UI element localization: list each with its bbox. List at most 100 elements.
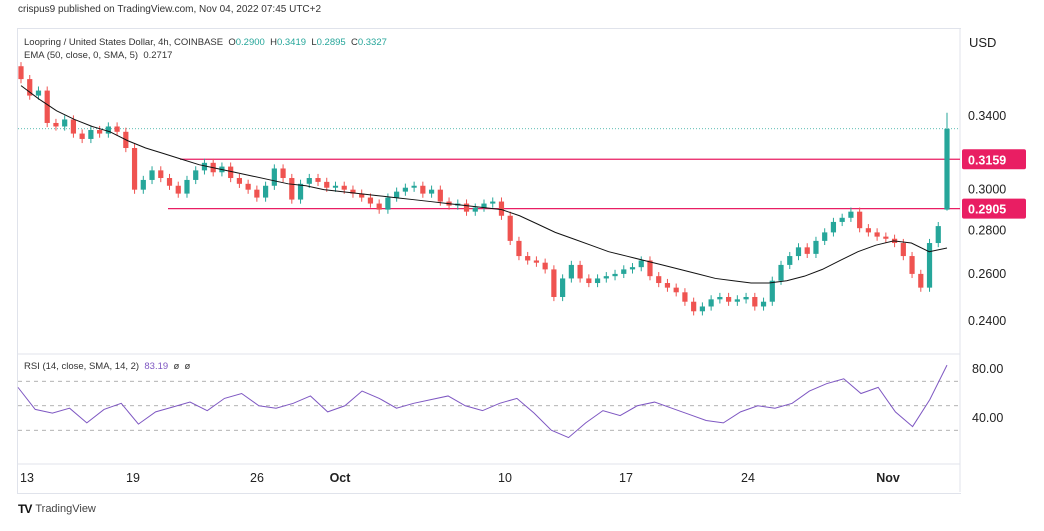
candle-body xyxy=(603,276,609,279)
candle-body xyxy=(245,183,251,190)
candle-body xyxy=(935,226,941,244)
candle-body xyxy=(263,185,269,198)
candle-body xyxy=(848,211,854,218)
close-value: 0.3327 xyxy=(357,37,387,48)
candle-body xyxy=(656,276,662,284)
candle-body xyxy=(795,247,802,257)
price-level-tag xyxy=(962,149,1026,170)
tradingview-logo[interactable]: TV TradingView xyxy=(18,502,96,516)
candle-body xyxy=(394,191,400,198)
candle-body xyxy=(699,306,705,312)
candle-body xyxy=(35,90,42,96)
candle-body xyxy=(297,183,304,200)
time-tick: 17 xyxy=(619,471,633,485)
open-label: O xyxy=(228,37,236,48)
candle-body xyxy=(560,278,566,297)
rsi-legend: RSI (14, close, SMA, 14, 2) 83.19 ø ø xyxy=(24,361,190,372)
candle-body xyxy=(140,179,146,190)
candle-body xyxy=(586,278,592,284)
candle-body xyxy=(289,178,295,200)
rsi-tick: 80.00 xyxy=(972,362,1003,376)
candle-body xyxy=(542,262,548,270)
candle-body xyxy=(909,256,915,274)
candle-body xyxy=(568,264,574,279)
candle-body xyxy=(341,185,347,190)
candle-body xyxy=(760,301,767,307)
close-label: C xyxy=(350,37,358,48)
candle-body xyxy=(44,90,50,123)
candle-body xyxy=(228,166,234,179)
candle-body xyxy=(79,133,85,139)
candle-body xyxy=(175,185,181,194)
candle-body xyxy=(682,292,688,302)
candle-body xyxy=(428,189,435,194)
candle-body xyxy=(734,299,740,302)
candle-body xyxy=(673,287,679,293)
candle-body xyxy=(114,126,120,132)
candle-body xyxy=(490,201,496,204)
candle-body xyxy=(184,179,190,194)
candle-body xyxy=(271,168,277,186)
open-value: 0.2900 xyxy=(235,37,265,48)
candle-body xyxy=(516,240,522,257)
currency-label[interactable]: USD xyxy=(969,35,997,50)
price-tick: 0.3000 xyxy=(968,183,1006,197)
candle-body xyxy=(813,240,819,254)
candle-body xyxy=(306,178,312,184)
candle-body xyxy=(166,178,173,186)
candle-body xyxy=(726,296,732,302)
candle-body xyxy=(804,247,810,254)
candle-body xyxy=(463,203,470,212)
high-label: H xyxy=(270,37,277,48)
candle-body xyxy=(350,189,356,194)
symbol-legend: Loopring / United States Dollar, 4h, COI… xyxy=(24,36,387,62)
time-tick: 24 xyxy=(741,471,755,485)
price-level-label: 0.2905 xyxy=(968,203,1006,217)
candle-body xyxy=(621,269,627,274)
candle-body xyxy=(857,211,863,229)
candle-body xyxy=(315,178,321,182)
rsi-extra-2: ø xyxy=(184,361,191,372)
candle-body xyxy=(53,122,59,127)
time-tick: 13 xyxy=(20,471,34,485)
candle-body xyxy=(865,228,871,233)
candle-body xyxy=(472,207,478,212)
candle-body xyxy=(280,168,286,179)
candle-body xyxy=(944,128,950,210)
time-tick: 26 xyxy=(250,471,264,485)
candle-body xyxy=(376,203,382,210)
time-tick: 19 xyxy=(126,471,140,485)
candle-body xyxy=(900,243,906,257)
low-value: 0.2895 xyxy=(316,37,346,48)
candle-body xyxy=(874,232,880,237)
candle-body xyxy=(498,201,505,216)
candle-body xyxy=(822,232,828,241)
candle-body xyxy=(105,126,111,134)
ema-line xyxy=(20,85,948,284)
candle-body xyxy=(918,273,924,288)
candle-body xyxy=(158,170,164,179)
candle-body xyxy=(402,187,408,192)
price-level-label: 0.3159 xyxy=(968,153,1006,167)
candle-body xyxy=(411,185,417,188)
candle-body xyxy=(27,79,33,96)
candle-body xyxy=(752,296,758,307)
price-tick: 0.3400 xyxy=(968,109,1006,123)
candle-body xyxy=(70,119,77,134)
price-tick: 0.2400 xyxy=(968,314,1006,328)
price-tick: 0.2800 xyxy=(968,223,1006,237)
candle-body xyxy=(629,267,636,270)
candle-body xyxy=(717,296,723,300)
rsi-extra-1: ø xyxy=(173,361,180,372)
candle-body xyxy=(88,130,94,139)
candle-body xyxy=(507,215,513,241)
rsi-tick: 40.00 xyxy=(972,411,1003,425)
candle-body xyxy=(62,119,68,127)
candle-body xyxy=(839,217,845,222)
chart-frame xyxy=(17,28,961,494)
candle-body xyxy=(332,185,339,188)
candle-body xyxy=(830,221,837,233)
ema-value: 0.2717 xyxy=(143,50,173,61)
